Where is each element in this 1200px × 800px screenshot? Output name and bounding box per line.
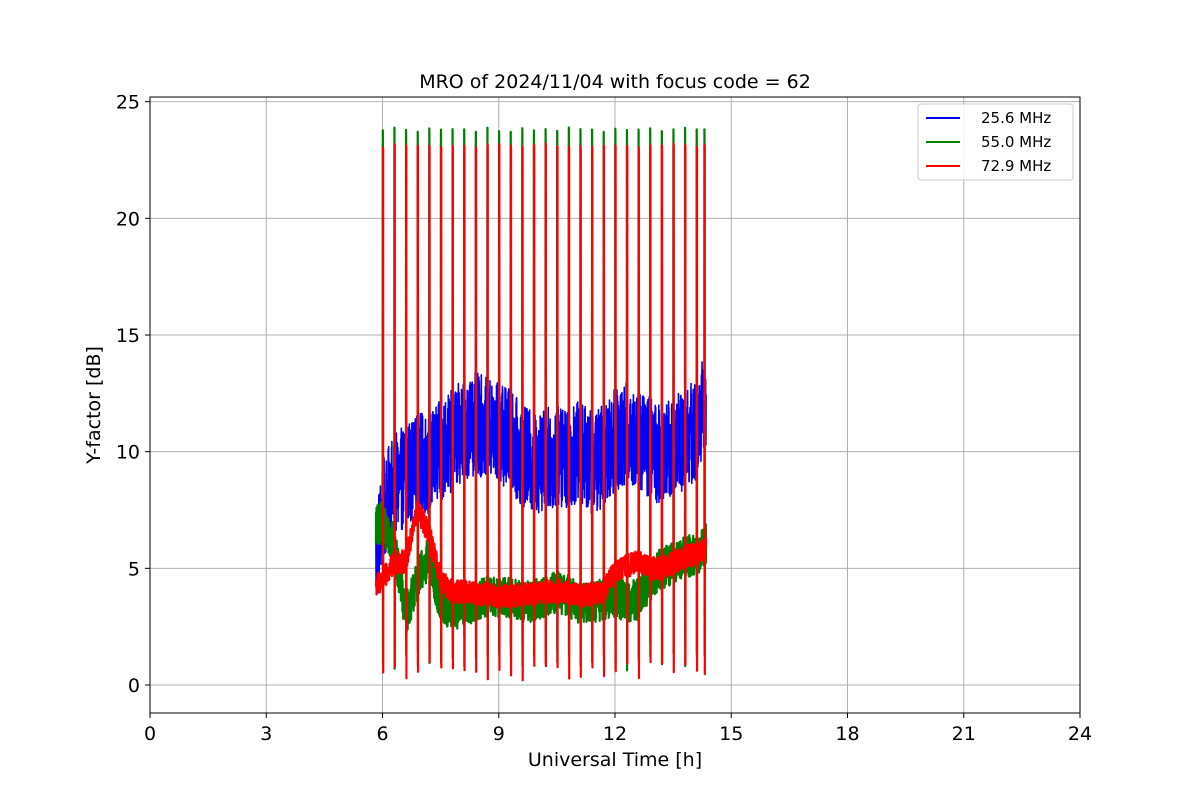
- x-tick-label: 12: [603, 723, 627, 745]
- x-tick-label: 21: [952, 723, 976, 745]
- y-tick-label: 0: [128, 675, 140, 697]
- chart-title: MRO of 2024/11/04 with focus code = 62: [419, 71, 811, 93]
- legend-label: 55.0 MHz: [981, 133, 1051, 151]
- y-tick-label: 10: [116, 442, 140, 464]
- legend: 25.6 MHz 55.0 MHz 72.9 MHz: [917, 103, 1074, 181]
- x-tick-label: 0: [144, 723, 156, 745]
- x-tick-label: 3: [260, 723, 272, 745]
- series-group: [374, 126, 708, 682]
- x-axis: 0 3 6 9 12 15 18 21 24: [144, 713, 1092, 745]
- y-axis: 0 5 10 15 20 25: [116, 92, 150, 697]
- y-tick-label: 5: [128, 558, 140, 580]
- x-tick-label: 9: [493, 723, 505, 745]
- series-line-3: [374, 142, 708, 682]
- x-tick-label: 6: [376, 723, 388, 745]
- x-tick-label: 24: [1068, 723, 1092, 745]
- y-tick-label: 15: [116, 325, 140, 347]
- x-axis-title: Universal Time [h]: [528, 749, 702, 771]
- legend-box: [917, 103, 1074, 181]
- legend-label: 25.6 MHz: [981, 109, 1051, 127]
- y-axis-title: Y-factor [dB]: [83, 346, 105, 465]
- legend-label: 72.9 MHz: [981, 157, 1051, 175]
- x-tick-label: 15: [719, 723, 743, 745]
- plot-area: [374, 126, 708, 682]
- y-tick-label: 25: [116, 92, 140, 114]
- x-tick-label: 18: [835, 723, 859, 745]
- y-tick-label: 20: [116, 208, 140, 230]
